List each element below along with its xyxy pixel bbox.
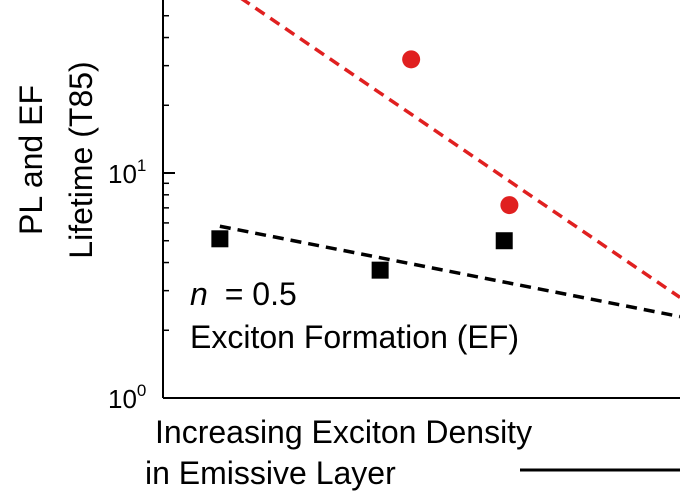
fit-line [219,224,680,319]
fit-line [240,0,680,299]
y-axis-label-line2: Lifetime (T85) [63,61,99,258]
y-tick-exponent: 1 [137,156,146,175]
y-tick-base: 10 [108,159,137,189]
data-point-square [371,261,389,279]
data-point-square [211,230,229,248]
data-point-square [495,232,513,250]
annotation-ef: Exciton Formation (EF) [190,319,519,355]
x-axis-label-line2: in Emissive Layer [145,455,396,491]
y-axis-label-line1: PL and EF [13,85,49,235]
x-axis-label-line1: Increasing Exciton Density [155,414,532,450]
y-tick-exponent: 0 [137,381,146,400]
data-point-circle [500,196,519,215]
y-tick-label: 100 [108,381,146,414]
n-symbol: n [190,276,208,312]
annotation-n: n = 0.5 [190,276,297,312]
y-tick-label: 101 [108,156,146,189]
n-value: = 0.5 [225,276,297,312]
y-tick-base: 10 [108,384,137,414]
fit-lines [219,0,680,319]
data-markers [211,50,519,279]
data-point-circle [402,50,421,69]
